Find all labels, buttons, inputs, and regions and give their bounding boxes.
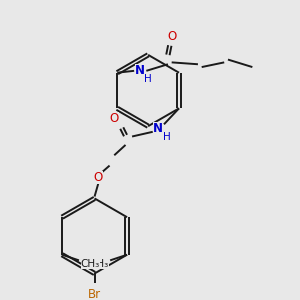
Text: H: H (163, 132, 171, 142)
Text: H: H (144, 74, 152, 84)
Text: N: N (135, 64, 145, 77)
Text: CH₃: CH₃ (81, 259, 100, 269)
Text: CH₃: CH₃ (89, 259, 109, 269)
Text: O: O (110, 112, 119, 125)
Text: Br: Br (88, 288, 101, 300)
Text: N: N (153, 122, 164, 136)
Text: O: O (94, 171, 103, 184)
Text: O: O (167, 30, 176, 43)
